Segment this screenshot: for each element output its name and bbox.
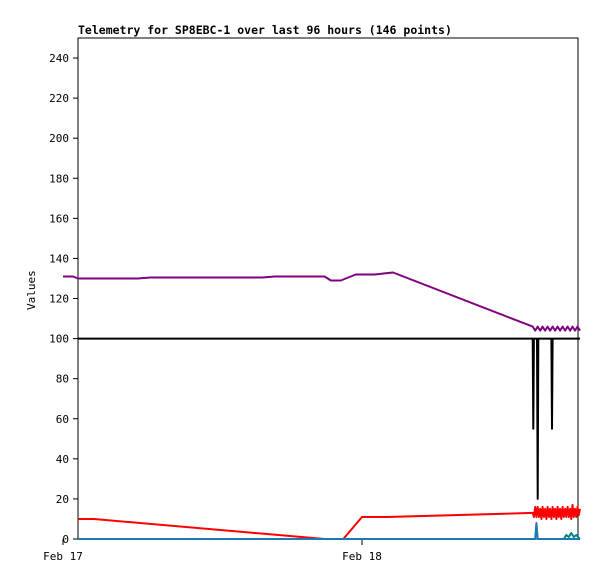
- y-tick-label: 0: [62, 533, 69, 546]
- series-line-1: [63, 271, 581, 332]
- y-axis-ticks: 0 20 40 60 80 100 120 140 160 180 200 220 240: [49, 52, 78, 546]
- series-layer: [63, 271, 581, 540]
- y-tick-label: 160: [49, 212, 69, 225]
- plot-area: [77, 37, 579, 540]
- y-tick-label: 220: [49, 92, 69, 105]
- y-tick-label: 60: [56, 413, 69, 426]
- x-axis-ticks: Feb 17 Feb 18: [43, 539, 382, 563]
- y-tick-label: 180: [49, 172, 69, 185]
- series-line-5: [562, 532, 581, 540]
- x-tick-label: Feb 17: [43, 550, 83, 563]
- y-tick-label: 240: [49, 52, 69, 65]
- x-tick-label: Feb 18: [342, 550, 382, 563]
- chart-title: Telemetry for SP8EBC-1 over last 96 hour…: [78, 23, 452, 37]
- y-axis-title: Values: [25, 270, 38, 310]
- y-tick-label: 40: [56, 453, 69, 466]
- y-tick-label: 120: [49, 293, 69, 306]
- y-tick-label: 20: [56, 493, 69, 506]
- series-line-3: [78, 503, 581, 540]
- y-tick-label: 140: [49, 252, 69, 265]
- series-line-2: [78, 337, 580, 500]
- y-tick-label: 100: [49, 333, 69, 346]
- y-tick-label: 80: [56, 373, 69, 386]
- y-tick-label: 200: [49, 132, 69, 145]
- series-line-4: [78, 522, 580, 540]
